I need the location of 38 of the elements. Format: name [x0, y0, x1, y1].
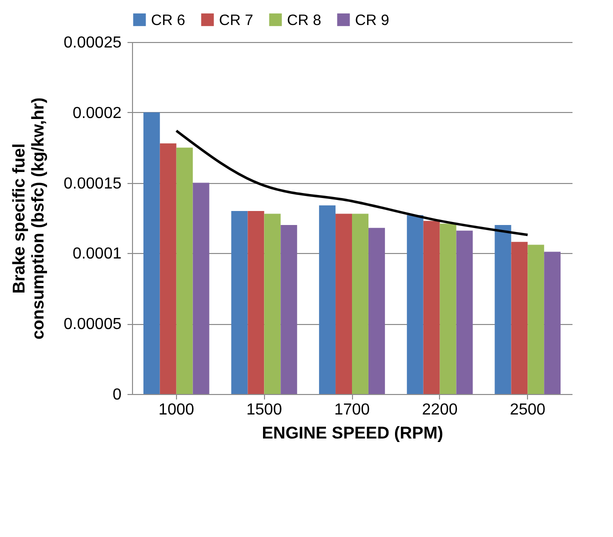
- bar: [192, 182, 210, 394]
- bar: [528, 244, 544, 394]
- x-tick-label: 2500: [510, 402, 546, 418]
- bar: [494, 225, 512, 394]
- y-tick-label: 0.00005: [64, 316, 122, 334]
- legend-label: CR 9: [355, 12, 390, 29]
- bar: [423, 220, 440, 394]
- bar: [456, 230, 473, 394]
- legend-label: CR 6: [151, 12, 186, 29]
- bar: [176, 148, 193, 394]
- y-axis-title: Brake specific fuel consumption (bsfc) (kg/kw,hr): [10, 97, 48, 340]
- bar: [264, 214, 281, 394]
- bar: [368, 228, 385, 394]
- y-tick-label: 0.0002: [72, 104, 122, 122]
- bar: [248, 210, 264, 394]
- bar: [143, 112, 160, 394]
- bar: [440, 224, 456, 394]
- y-tick-label: 0.00015: [64, 175, 122, 192]
- x-tick-label: 1700: [334, 402, 370, 418]
- bar: [231, 210, 248, 394]
- bar: [319, 205, 336, 394]
- legend-label: CR 7: [219, 12, 254, 29]
- x-axis-title: ENGINE SPEED (RPM): [262, 424, 444, 442]
- bar: [336, 214, 352, 394]
- bar: [406, 215, 424, 394]
- y-tick-label: 0.00025: [64, 34, 122, 52]
- bar: [280, 225, 298, 394]
- y-tick-label: 0: [112, 386, 122, 404]
- x-tick-label: 1500: [246, 402, 282, 418]
- x-tick-label: 2200: [422, 402, 458, 418]
- y-tick-label: 0.0001: [72, 246, 122, 263]
- bar: [544, 252, 561, 394]
- bar: [511, 242, 528, 394]
- bar: [352, 214, 368, 394]
- bar: [160, 143, 176, 394]
- x-tick-label: 1000: [158, 402, 194, 418]
- legend-label: CR 8: [287, 12, 322, 29]
- line-series: [175, 129, 529, 236]
